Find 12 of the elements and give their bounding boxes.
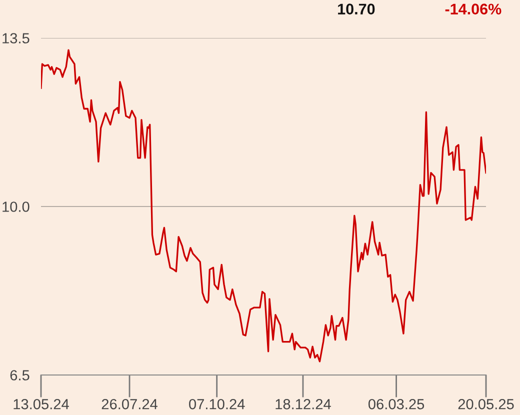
x-tick-label: 26.07.24: [102, 398, 158, 410]
text: -14.06%: [445, 4, 502, 14]
x-tick-label: 06.03.25: [368, 398, 424, 410]
x-tick-label: 18.12.24: [276, 398, 331, 410]
y-tick-label: 6.5: [10, 370, 30, 380]
x-tick-label: 20.05.25: [458, 398, 514, 410]
y-tick-label: 13.5: [2, 33, 30, 44]
text: 10.70: [338, 4, 375, 14]
line-series: [41, 49, 486, 362]
y-tick-label: 10.0: [2, 202, 30, 212]
x-tick-label: 07.10.24: [189, 398, 245, 410]
x-tick-label: 13.05.24: [14, 398, 69, 410]
